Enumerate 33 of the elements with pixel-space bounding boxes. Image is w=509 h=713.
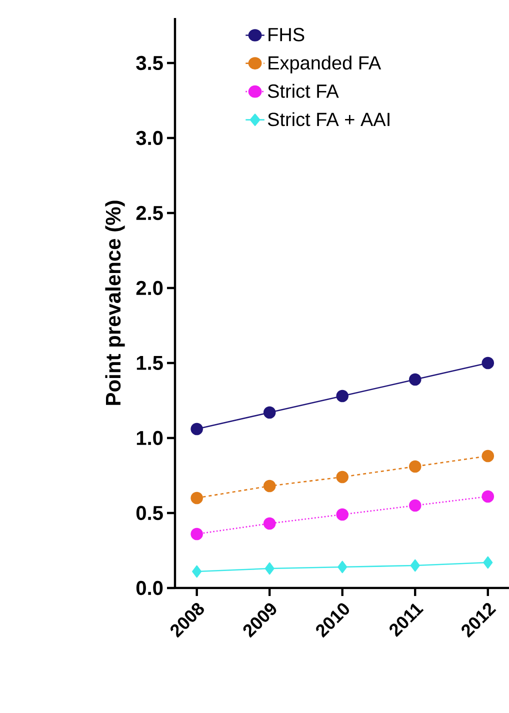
point <box>408 460 422 473</box>
y-tick-label: 2.0 <box>136 280 163 296</box>
y-tick-label: 0.5 <box>136 506 163 520</box>
point <box>263 517 276 530</box>
point <box>190 492 203 504</box>
legend-label: Expanded FA <box>268 56 382 74</box>
y-tick-label: 3.5 <box>136 56 163 70</box>
point <box>482 490 494 503</box>
point <box>336 470 349 484</box>
point <box>263 406 276 419</box>
point <box>410 559 420 572</box>
point <box>336 390 349 402</box>
point <box>482 356 494 370</box>
y-tick-label: 1.0 <box>136 430 163 446</box>
point <box>336 508 349 521</box>
point <box>482 450 494 462</box>
y-tick-label: 2.5 <box>136 206 163 220</box>
point <box>190 422 203 436</box>
y-tick-label: 3.0 <box>136 130 163 146</box>
point <box>483 556 493 569</box>
point <box>408 373 422 386</box>
y-tick-label: 0.0 <box>136 580 163 596</box>
point <box>263 480 276 492</box>
legend-label: Strict FA + AAI <box>268 112 390 126</box>
point <box>192 565 202 578</box>
y-axis-title: Point prevalence (%) <box>105 200 125 405</box>
legend-label: Strict FA <box>268 84 339 98</box>
point <box>338 560 348 574</box>
legend-label: FHS <box>268 28 304 42</box>
point <box>264 562 274 575</box>
point <box>408 499 422 512</box>
y-tick-label: 1.5 <box>136 356 163 370</box>
point <box>190 528 203 540</box>
